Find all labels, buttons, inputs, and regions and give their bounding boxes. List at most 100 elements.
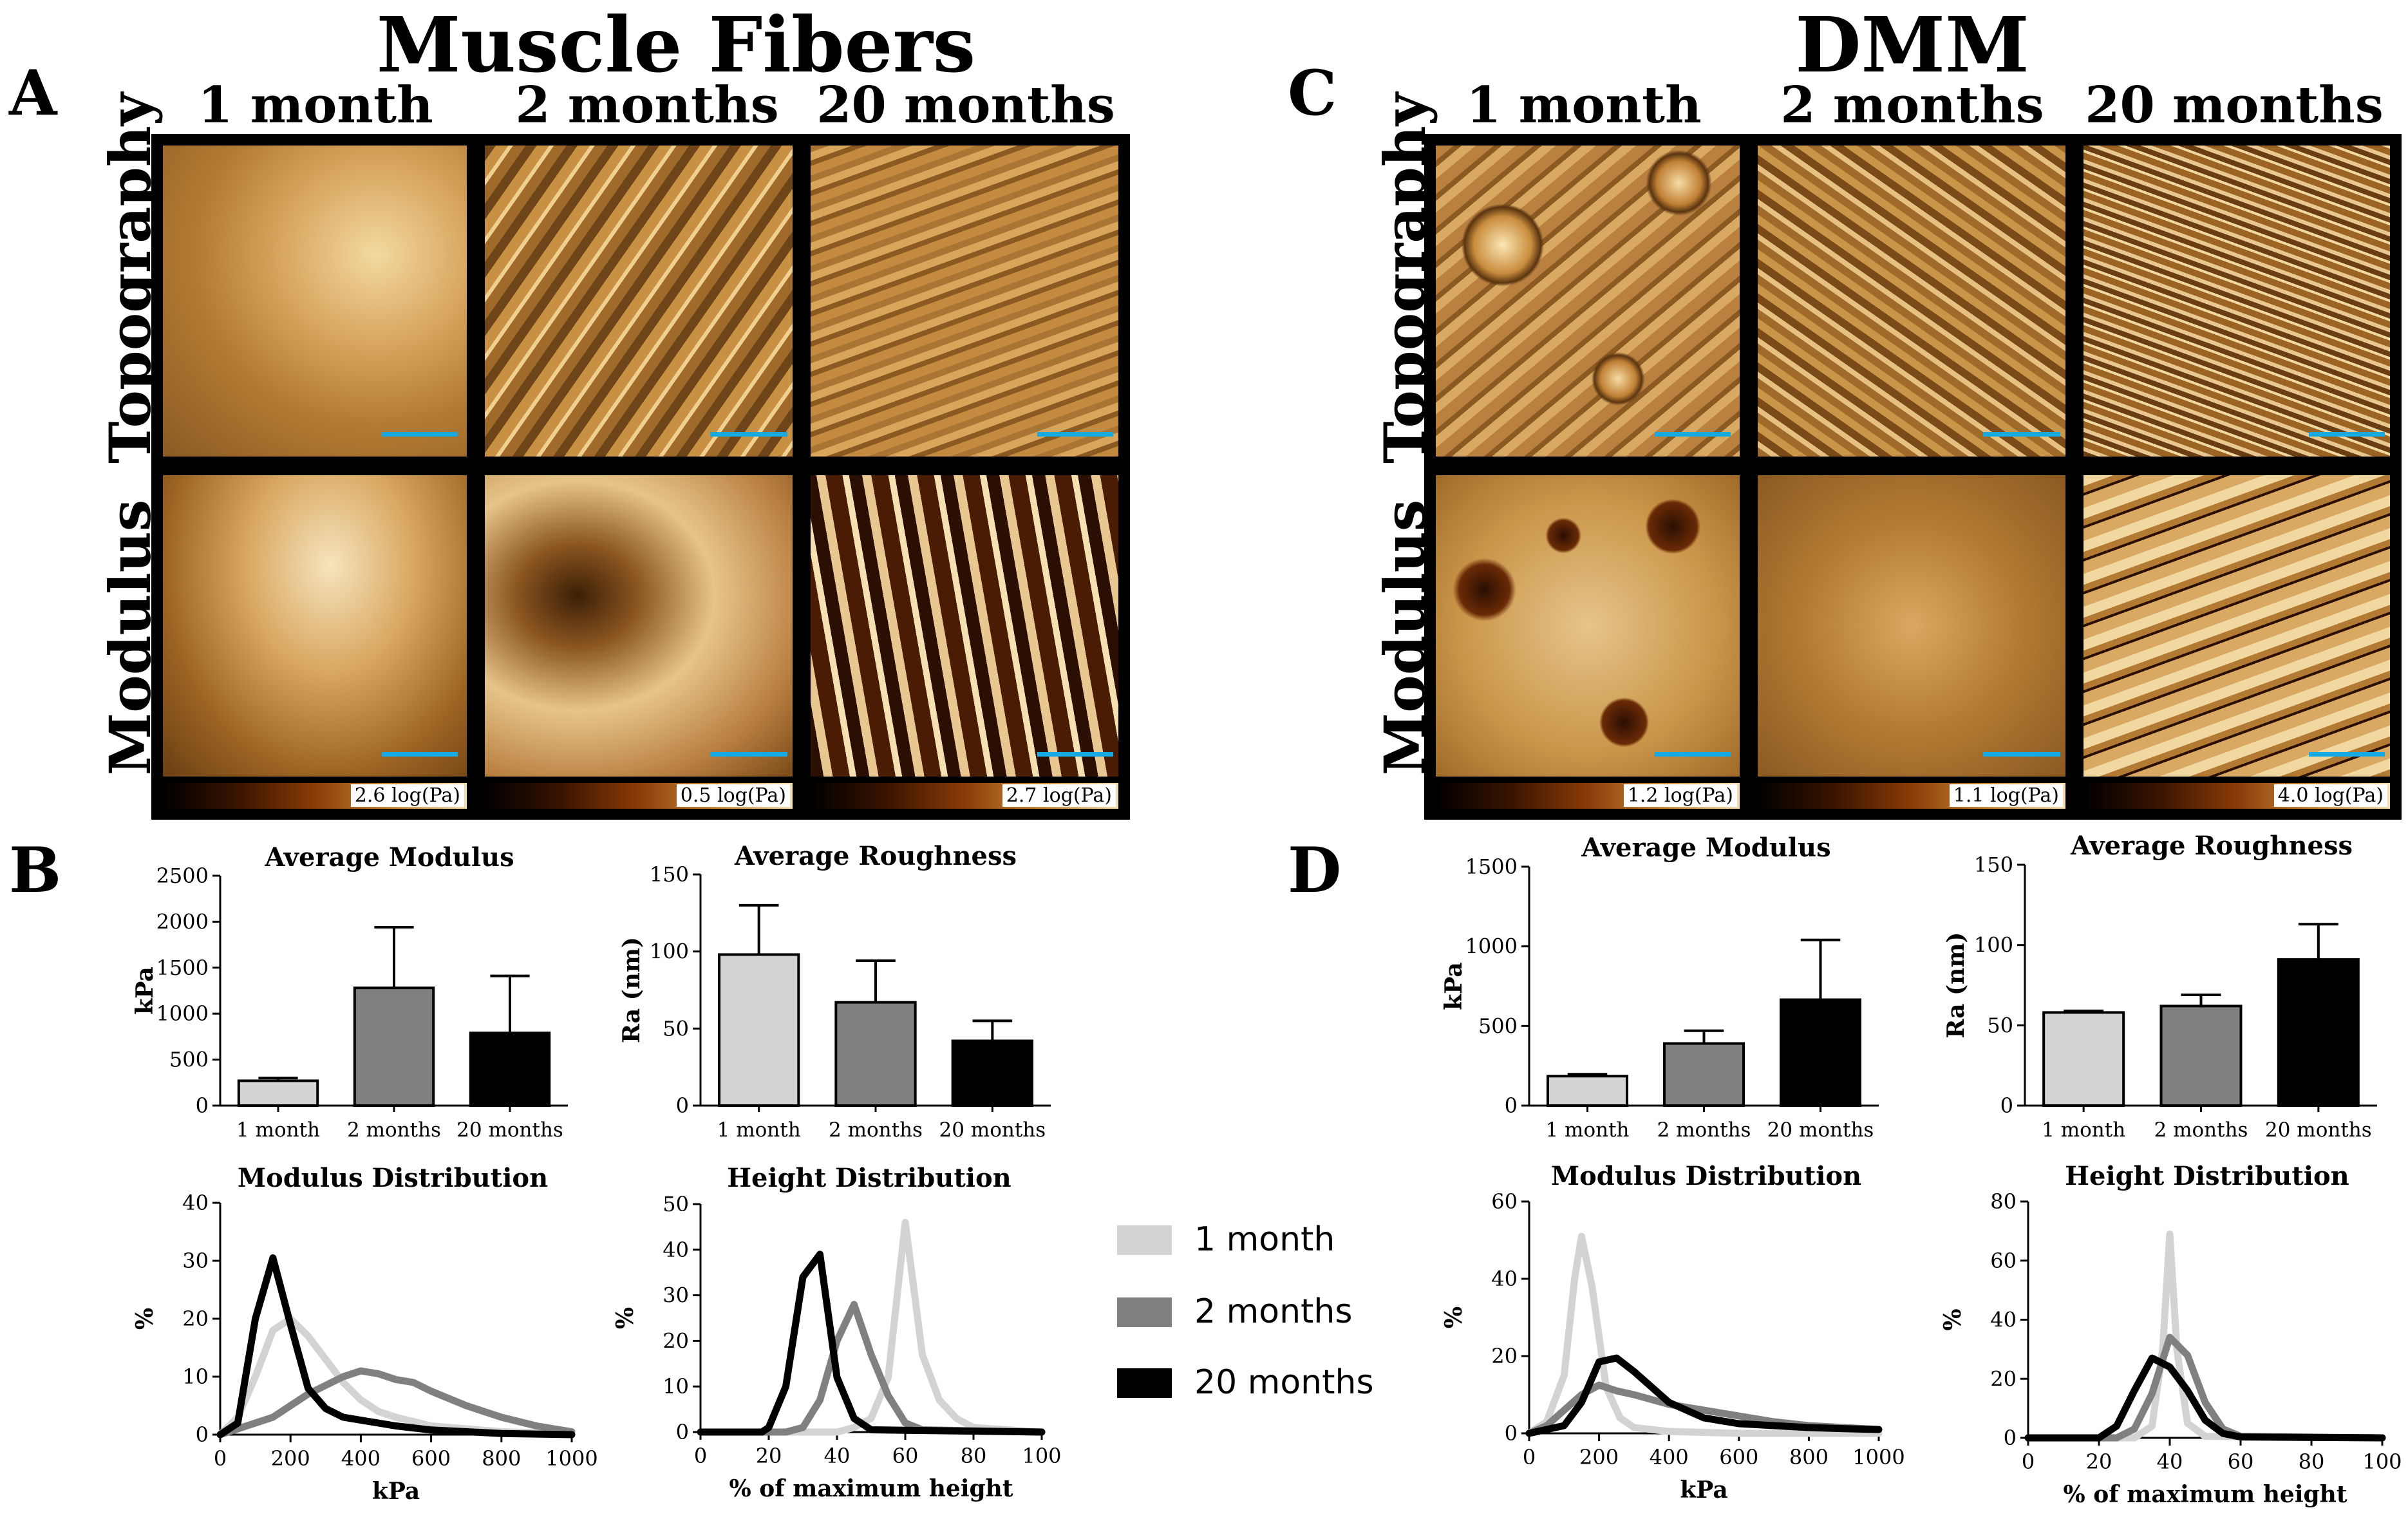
y-tick-label: 1000 — [156, 1001, 209, 1026]
x-tick-label: 1 month — [717, 1118, 801, 1142]
y-tick-label: 40 — [663, 1238, 689, 1262]
series-line-20-months — [216, 1254, 576, 1438]
y-axis-label: % — [612, 1307, 639, 1329]
column-title-a-1: 1 month — [198, 76, 433, 135]
series-line-2-months — [697, 1301, 1046, 1436]
x-tick-label: 400 — [341, 1446, 381, 1471]
x-tick-label: 2 months — [1657, 1118, 1751, 1142]
afm-topography-c-2m — [1758, 146, 2065, 457]
series-line-20-months — [2024, 1354, 2386, 1442]
scale-bar-a-t1 — [382, 432, 458, 437]
y-tick-label: 50 — [663, 1016, 689, 1041]
y-tick-label: 20 — [663, 1328, 689, 1353]
x-tick-label: 0 — [2022, 1449, 2035, 1474]
afm-modulus-a-2m — [485, 475, 793, 777]
image-grid-c: 1.2 log(Pa) 1.1 log(Pa) 4.0 log(Pa) — [1424, 134, 2402, 820]
bar — [1546, 1075, 1629, 1107]
series-line-20-months — [1525, 1354, 1883, 1437]
panel-letter-a: A — [9, 57, 57, 129]
y-tick-label: 100 — [650, 939, 689, 964]
figure-title-c: DMM — [1795, 0, 2029, 90]
x-tick-label: 800 — [1789, 1445, 1829, 1469]
x-tick-label: 20 months — [1767, 1118, 1874, 1142]
scale-bar-c-t2 — [1983, 432, 2060, 437]
afm-modulus-c-2m — [1758, 475, 2065, 777]
legend-swatch-2m — [1117, 1297, 1172, 1327]
bar — [353, 986, 435, 1107]
bar — [1779, 998, 1862, 1107]
legend-label-2m: 2 months — [1194, 1292, 1353, 1331]
series-line-1-month — [697, 1218, 1046, 1436]
afm-topography-a-2m — [485, 146, 793, 457]
scale-bar-c-m1 — [1655, 752, 1731, 757]
panel-letter-c: C — [1288, 57, 1337, 129]
y-axis-label: % — [1939, 1308, 1966, 1330]
x-tick-label: 20 months — [939, 1118, 1046, 1142]
x-tick-label: 20 months — [456, 1118, 563, 1142]
column-title-a-2: 2 months — [515, 76, 779, 135]
series-line-1-month — [216, 1315, 576, 1438]
y-tick-label: 40 — [1990, 1308, 2017, 1332]
x-tick-label: 80 — [2299, 1449, 2325, 1474]
y-tick-label: 100 — [1974, 933, 2013, 957]
x-axis-label: kPa — [1680, 1476, 1727, 1504]
y-axis-label: kPa — [1440, 962, 1467, 1010]
panel-letter-d: D — [1288, 834, 1342, 907]
legend-label-1m: 1 month — [1194, 1220, 1335, 1259]
legend-swatch-1m — [1117, 1225, 1172, 1255]
y-tick-label: 0 — [196, 1093, 209, 1118]
y-tick-label: 2500 — [156, 863, 209, 888]
series-line-1-month — [1525, 1232, 1883, 1437]
scale-bar-a-m3 — [1037, 752, 1113, 757]
colorbar-c-1: 1.2 log(Pa) — [1436, 783, 1740, 809]
x-axis-label: % of maximum height — [2064, 1481, 2347, 1508]
x-tick-label: 1000 — [1852, 1445, 1905, 1469]
x-tick-label: 1000 — [545, 1446, 597, 1471]
afm-modulus-a-1m — [163, 475, 467, 777]
x-tick-label: 40 — [824, 1444, 851, 1468]
y-axis-label: % — [1440, 1306, 1467, 1328]
colorbar-a-1: 2.6 log(Pa) — [163, 783, 467, 809]
legend-label-20m: 20 months — [1194, 1363, 1374, 1402]
colorbar-a-2: 0.5 log(Pa) — [485, 783, 793, 809]
y-tick-label: 40 — [182, 1191, 209, 1215]
colorbar-label-a-2: 0.5 log(Pa) — [676, 784, 790, 807]
image-grid-a: 2.6 log(Pa) 0.5 log(Pa) 2.7 log(Pa) — [151, 134, 1130, 820]
chart-title: Height Distribution — [2065, 1161, 2349, 1191]
colorbar-label-a-1: 2.6 log(Pa) — [350, 784, 464, 807]
colorbar-c-3: 4.0 log(Pa) — [2083, 783, 2390, 809]
chart-title: Average Roughness — [734, 841, 1017, 871]
bar — [1662, 1042, 1745, 1108]
y-tick-label: 20 — [1990, 1366, 2017, 1391]
scale-bar-a-t3 — [1037, 432, 1113, 437]
bar — [237, 1079, 319, 1107]
chart-title: Height Distribution — [727, 1163, 1011, 1193]
afm-modulus-c-20m — [2083, 475, 2390, 777]
bar — [2277, 958, 2360, 1108]
x-tick-label: 0 — [214, 1446, 227, 1471]
y-tick-label: 30 — [182, 1249, 209, 1273]
x-tick-label: 1 month — [236, 1118, 320, 1142]
series-line-1-month — [2024, 1231, 2386, 1442]
y-tick-label: 10 — [663, 1374, 689, 1399]
series-line-2-months — [216, 1367, 576, 1438]
y-axis-label: Ra (nm) — [1942, 932, 1970, 1039]
y-tick-label: 50 — [663, 1192, 689, 1216]
scale-bar-a-m2 — [710, 752, 787, 757]
x-tick-label: 200 — [1579, 1445, 1619, 1469]
x-axis-label: % of maximum height — [729, 1475, 1013, 1502]
figure-title-a: Muscle Fibers — [376, 0, 976, 90]
y-tick-label: 500 — [169, 1048, 209, 1072]
y-tick-label: 0 — [1505, 1421, 1518, 1446]
y-tick-label: 0 — [2004, 1426, 2017, 1450]
bar — [2159, 1005, 2243, 1107]
chart-title: Average Modulus — [264, 842, 514, 872]
x-axis-label: kPa — [372, 1478, 420, 1505]
y-tick-label: 1000 — [1465, 934, 1518, 959]
x-tick-label: 60 — [2228, 1449, 2254, 1474]
afm-topography-c-1m — [1436, 146, 1740, 457]
y-tick-label: 0 — [2000, 1093, 2013, 1118]
x-tick-label: 2 months — [829, 1118, 923, 1142]
y-tick-label: 30 — [663, 1283, 689, 1308]
